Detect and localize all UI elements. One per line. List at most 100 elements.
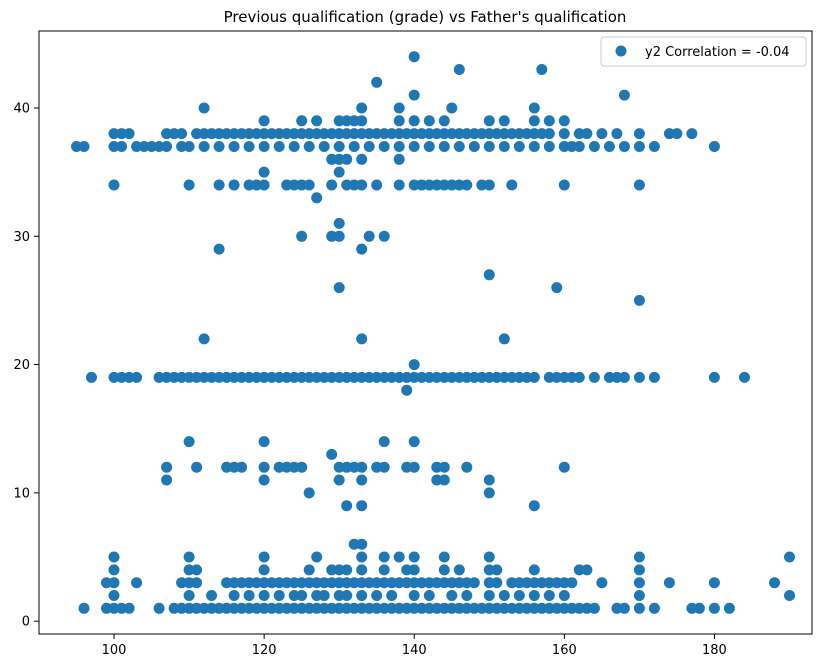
y-tick-label: 0 <box>22 615 30 630</box>
scatter-point <box>258 461 270 473</box>
scatter-point <box>408 551 420 563</box>
scatter-point <box>513 590 525 601</box>
scatter-point <box>258 179 270 191</box>
scatter-point <box>558 115 570 127</box>
scatter-point <box>296 115 308 127</box>
scatter-point <box>438 115 450 127</box>
scatter-point <box>378 141 390 152</box>
scatter-point <box>183 551 195 563</box>
scatter-point <box>671 128 683 140</box>
scatter-point <box>596 577 608 589</box>
scatter-point <box>228 141 240 152</box>
scatter-point <box>318 590 330 601</box>
scatter-point <box>416 371 428 383</box>
scatter-point <box>498 333 510 345</box>
scatter-point <box>693 602 705 614</box>
scatter-point <box>183 436 195 448</box>
legend: y2 Correlation = -0.04 <box>600 36 807 67</box>
scatter-point <box>356 243 368 255</box>
x-tick-label: 180 <box>702 643 727 658</box>
scatter-point <box>596 128 608 140</box>
scatter-point <box>303 141 315 152</box>
scatter-point <box>528 564 540 576</box>
scatter-point <box>213 243 225 255</box>
scatter-point <box>739 371 750 383</box>
scatter-point <box>311 115 323 127</box>
scatter-point <box>183 590 195 601</box>
scatter-point <box>603 141 615 152</box>
scatter-point <box>371 179 383 191</box>
scatter-point <box>303 487 315 499</box>
scatter-point <box>311 192 323 204</box>
scatter-point <box>483 590 495 601</box>
chart-title: Previous qualification (grade) vs Father… <box>224 8 627 26</box>
scatter-point <box>273 590 285 601</box>
scatter-point <box>408 51 420 63</box>
scatter-point <box>236 461 248 473</box>
scatter-point <box>258 602 270 614</box>
scatter-point <box>536 64 548 75</box>
scatter-point <box>408 89 420 101</box>
scatter-point <box>183 141 195 152</box>
y-tick-label: 20 <box>13 358 30 373</box>
scatter-point <box>318 141 330 152</box>
scatter-point <box>498 115 510 127</box>
scatter-point <box>588 141 600 152</box>
scatter-point <box>438 141 450 152</box>
scatter-point <box>326 448 338 460</box>
legend-marker <box>615 45 627 57</box>
scatter-point <box>86 371 97 383</box>
scatter-point <box>228 590 240 601</box>
scatter-point <box>408 461 420 473</box>
scatter-point <box>386 590 398 601</box>
scatter-point <box>461 179 473 191</box>
scatter-point <box>618 602 630 614</box>
scatter-point <box>108 371 120 383</box>
scatter-point <box>333 141 345 152</box>
scatter-point <box>191 564 203 576</box>
scatter-point <box>483 474 495 486</box>
scatter-point <box>356 102 368 114</box>
scatter-point <box>408 436 420 448</box>
scatter-point <box>356 333 368 345</box>
scatter-point <box>708 141 720 152</box>
scatter-point <box>633 577 645 589</box>
scatter-point <box>108 128 120 140</box>
scatter-point <box>491 577 503 589</box>
scatter-point <box>648 141 660 152</box>
scatter-point <box>408 590 420 601</box>
scatter-point <box>333 166 345 178</box>
scatter-point <box>588 371 600 383</box>
scatter-point <box>784 590 795 601</box>
scatter-point <box>446 102 458 114</box>
scatter-point <box>408 141 420 152</box>
scatter-point <box>468 577 480 589</box>
points-layer <box>71 51 795 614</box>
scatter-point <box>686 128 698 140</box>
scatter-point <box>491 564 503 576</box>
scatter-point <box>438 474 450 486</box>
scatter-point <box>116 141 128 152</box>
scatter-point <box>356 538 368 550</box>
scatter-point <box>146 141 158 152</box>
scatter-point <box>438 551 450 563</box>
scatter-point <box>423 590 435 601</box>
scatter-point <box>393 551 405 563</box>
scatter-point <box>633 141 645 152</box>
scatter-point <box>573 128 585 140</box>
scatter-point <box>243 141 255 152</box>
scatter-point <box>573 371 585 383</box>
scatter-point <box>528 115 540 127</box>
x-tick-label: 100 <box>102 643 127 658</box>
scatter-point <box>393 179 405 191</box>
scatter-point <box>333 474 345 486</box>
scatter-point <box>258 371 270 383</box>
y-axis: 0 10 20 30 40 <box>13 101 39 630</box>
x-tick-label: 160 <box>552 643 577 658</box>
scatter-point <box>176 128 188 140</box>
scatter-point <box>108 141 120 152</box>
scatter-point <box>326 179 338 191</box>
scatter-point <box>528 500 540 512</box>
scatter-point <box>633 551 645 563</box>
scatter-point <box>243 590 255 601</box>
